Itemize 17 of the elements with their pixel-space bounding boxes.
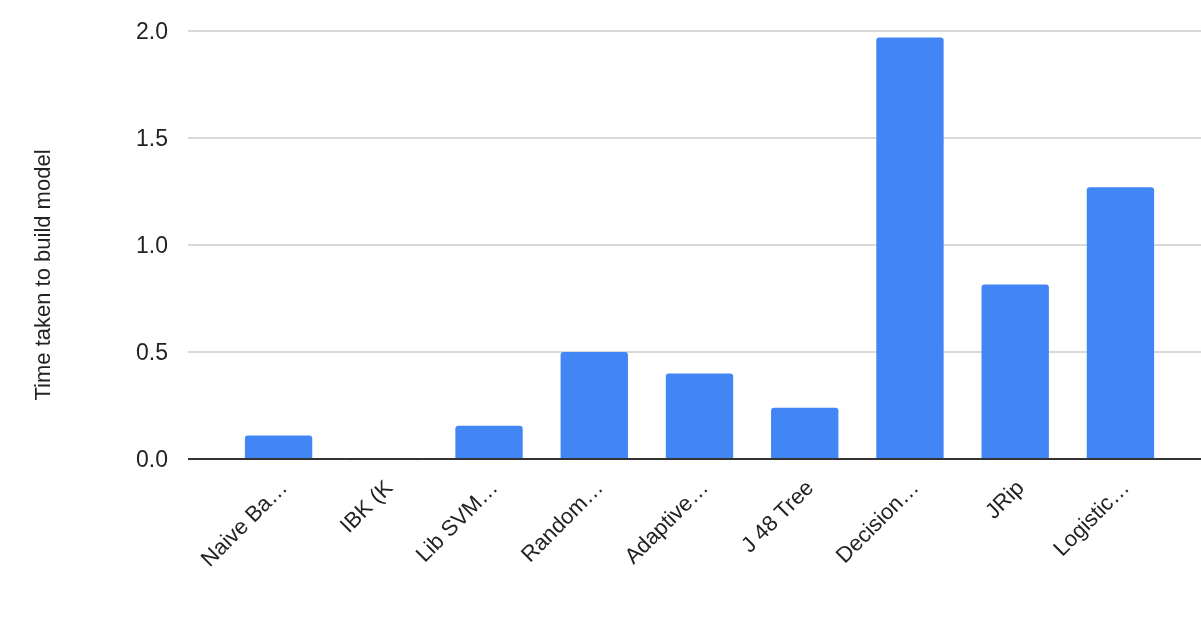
- bar: [771, 407, 839, 459]
- y-tick-label: 0.5: [136, 339, 168, 366]
- bar: [665, 373, 734, 459]
- y-tick-label: 2.0: [136, 18, 168, 45]
- y-tick-label: 0.0: [136, 446, 168, 473]
- x-tick-label: IBK (K: [334, 474, 398, 538]
- bar: [876, 37, 944, 459]
- bar: [981, 284, 1049, 459]
- bar: [455, 425, 523, 459]
- y-tick-label: 1.5: [136, 125, 168, 152]
- x-tick-label: JRip: [979, 474, 1029, 524]
- bar: [244, 435, 313, 459]
- y-axis-title: Time taken to build model: [30, 149, 55, 401]
- y-tick-label: 1.0: [136, 232, 168, 259]
- bar: [1086, 187, 1155, 459]
- bar: [560, 352, 628, 459]
- x-tick-label: J 48 Tree: [735, 474, 819, 558]
